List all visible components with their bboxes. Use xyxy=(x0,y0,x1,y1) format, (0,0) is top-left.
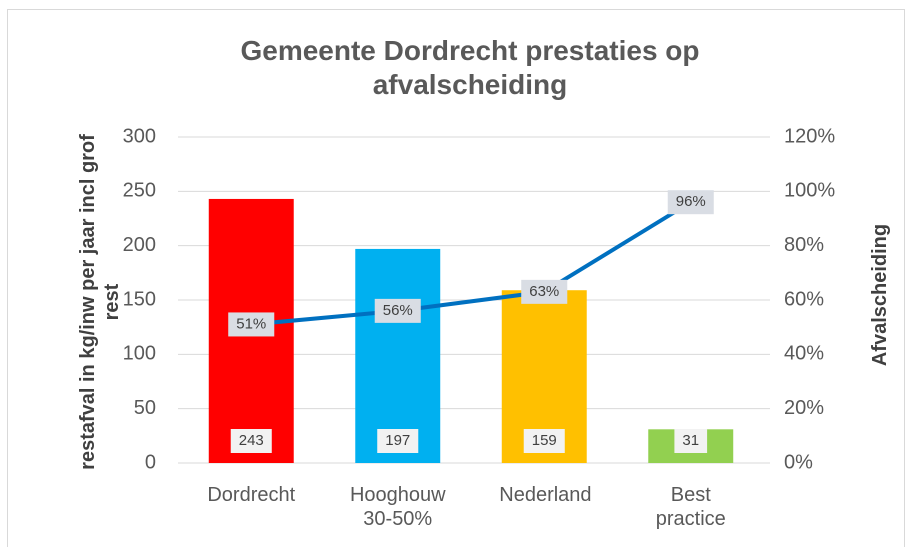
y2-tick-label: 120% xyxy=(784,125,835,147)
y-axis-title: restafval in kg/inw per jaar incl grof r… xyxy=(77,134,123,470)
y-tick-label: 250 xyxy=(123,180,156,202)
bar-value-label-box xyxy=(674,429,708,453)
line-value-label-box xyxy=(521,279,568,304)
bar-value-label-group: 159 xyxy=(523,429,565,453)
chart-frame xyxy=(7,9,905,547)
line-value-label-group: 63% xyxy=(521,279,568,304)
y2-tick-label: 20% xyxy=(784,397,824,419)
bar-value-label: 243 xyxy=(239,432,264,449)
line-value-label: 56% xyxy=(383,302,413,319)
line xyxy=(251,200,692,327)
bar-value-label-box xyxy=(377,429,419,453)
bar-value-label-box xyxy=(523,429,565,453)
y-tick-label: 200 xyxy=(123,234,156,256)
y2-tick-label: 40% xyxy=(784,343,824,365)
y-tick-label: 50 xyxy=(134,397,156,419)
bar-value-label-group: 243 xyxy=(230,429,272,453)
y2-tick-label: 60% xyxy=(784,288,824,310)
x-tick-label: Dordrecht xyxy=(207,484,296,506)
y2-tick-label: 80% xyxy=(784,234,824,256)
y-tick-label: 100 xyxy=(123,343,156,365)
bar-value-label: 31 xyxy=(682,432,699,449)
y2-tick-label: 0% xyxy=(784,451,813,473)
y2-axis-title: Afvalscheiding xyxy=(869,223,891,367)
line-value-label-group: 51% xyxy=(228,312,275,337)
bar-value-label-group: 197 xyxy=(377,429,419,453)
line-value-label-group: 96% xyxy=(667,190,714,215)
line-value-label: 96% xyxy=(676,193,706,210)
line-value-label-group: 56% xyxy=(374,298,421,323)
line-value-label-box xyxy=(374,298,421,323)
y-tick-label: 150 xyxy=(123,288,156,310)
line-value-label: 51% xyxy=(236,315,266,332)
y-tick-label: 0 xyxy=(145,451,156,473)
line-value-label: 63% xyxy=(529,283,559,300)
bar-value-label-group: 31 xyxy=(674,429,708,453)
bar-value-label: 159 xyxy=(532,432,557,449)
y-tick-label: 300 xyxy=(123,125,156,147)
chart-title: Gemeente Dordrecht prestaties op afvalsc… xyxy=(240,35,700,100)
bar xyxy=(355,248,441,463)
line-value-label-box xyxy=(667,190,714,215)
bar-value-label-box xyxy=(230,429,272,453)
x-tick-label: Best practice xyxy=(655,484,726,530)
line-value-label-box xyxy=(228,312,275,337)
x-tick-label: Nederland xyxy=(499,484,592,506)
y2-tick-label: 100% xyxy=(784,180,835,202)
x-tick-label: Hooghouw 30-50% xyxy=(349,484,446,530)
bar-value-label: 197 xyxy=(385,432,410,449)
